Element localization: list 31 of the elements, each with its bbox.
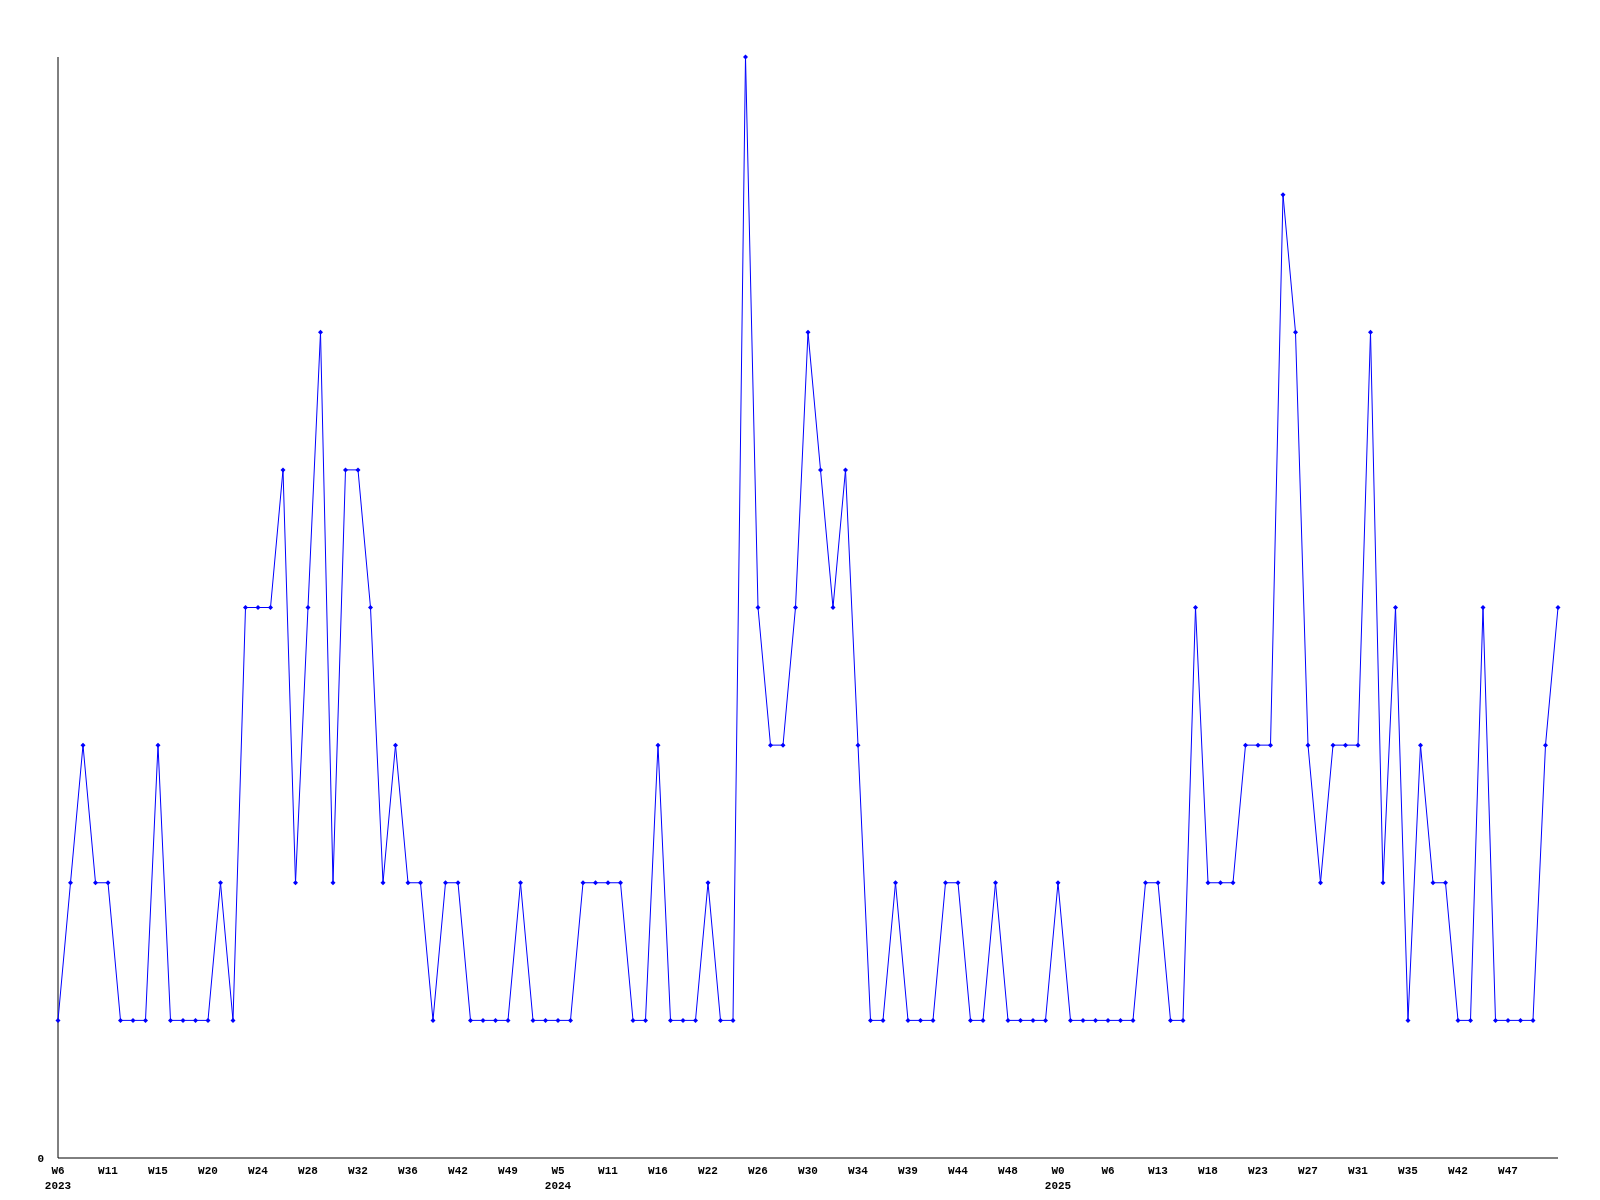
x-tick-label: W0 2025 [1044, 1165, 1072, 1192]
x-tick-label: W42 [1448, 1165, 1468, 1177]
x-tick-label: W28 [298, 1165, 319, 1177]
x-tick-label: W24 [248, 1165, 269, 1177]
x-tick-label: W5 2024 [544, 1165, 572, 1192]
x-tick-label: W11 [598, 1165, 619, 1177]
x-tick-label: W30 [798, 1165, 818, 1177]
x-tick-label: W11 [98, 1165, 119, 1177]
x-tick-label: W48 [998, 1165, 1019, 1177]
x-tick-label: W42 [448, 1165, 468, 1177]
x-tick-label: W20 [198, 1165, 218, 1177]
x-tick-label: W18 [1198, 1165, 1219, 1177]
x-tick-label: W6 [1101, 1165, 1115, 1177]
x-tick-label: W47 [1498, 1165, 1518, 1177]
x-tick-label: W13 [1148, 1165, 1169, 1177]
x-tick-label: W35 [1398, 1165, 1419, 1177]
x-tick-label: W39 [898, 1165, 918, 1177]
x-tick-label: W44 [948, 1165, 969, 1177]
x-tick-label: W49 [498, 1165, 518, 1177]
x-tick-label: W16 [648, 1165, 668, 1177]
x-tick-label: W27 [1298, 1165, 1318, 1177]
x-tick-label: W26 [748, 1165, 768, 1177]
x-tick-label: W6 2023 [44, 1165, 72, 1192]
x-tick-label: W32 [348, 1165, 368, 1177]
x-tick-label: W34 [848, 1165, 869, 1177]
x-tick-label: W22 [698, 1165, 718, 1177]
x-tick-label: W36 [398, 1165, 418, 1177]
text: 0 [37, 1153, 44, 1165]
x-tick-label: W15 [148, 1165, 169, 1177]
x-tick-label: W23 [1248, 1165, 1269, 1177]
x-tick-label: W31 [1348, 1165, 1369, 1177]
